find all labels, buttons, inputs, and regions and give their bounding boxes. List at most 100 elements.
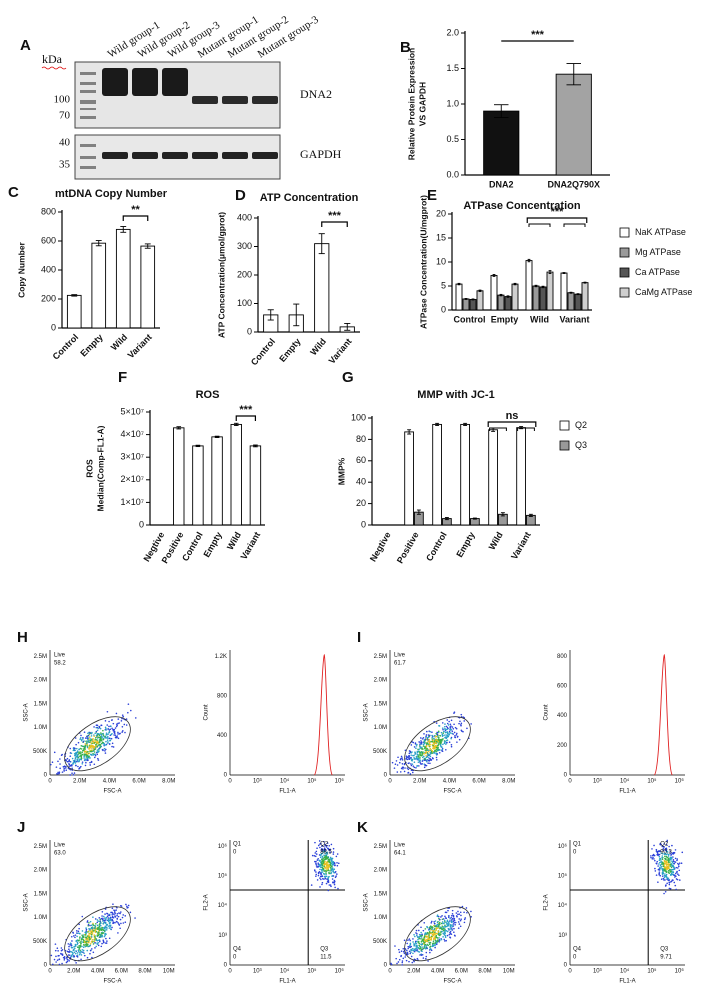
event-dot [71,757,74,760]
sub-bracket [489,427,507,431]
event-dot [418,759,420,761]
event-dot [418,944,420,947]
event-dot [88,747,90,749]
event-dot [401,964,404,966]
event-dot [410,955,413,958]
event-dot [332,847,335,850]
event-dot [75,751,78,754]
event-dot [409,952,412,955]
event-dot [74,758,77,760]
event-dot [115,909,117,911]
event-dot [433,921,435,923]
x-tick-label: 10⁵ [647,968,657,975]
event-dot [448,933,451,936]
event-dot [650,855,652,857]
event-dot [433,928,436,930]
event-dot [423,945,426,947]
event-dot [91,956,93,959]
gate-label: Live [54,653,66,659]
event-dot [426,736,429,739]
event-dot [423,733,425,735]
event-dot [667,857,670,860]
event-dot [96,924,99,927]
x-tick-label: 0 [228,779,232,785]
event-dot [317,858,319,860]
event-dot [669,863,672,865]
event-dot [404,956,407,958]
marker-label: 35 [59,159,71,171]
event-dot [327,865,330,867]
event-dot [430,922,433,924]
event-dot [49,763,52,766]
event-dot [439,740,442,743]
event-dot [83,751,86,753]
event-dot [84,934,87,936]
event-dot [67,943,70,945]
event-dot [405,758,407,760]
event-dot [661,856,663,859]
event-dot [81,951,83,953]
event-dot [423,936,426,939]
event-dot [432,739,434,742]
event-dot [439,739,441,741]
event-dot [63,957,66,960]
x-tick-label: 8.0M [162,779,175,785]
event-dot [437,931,440,933]
event-dot [671,844,673,847]
event-dot [55,955,57,958]
y-tick-label: 2.0M [34,868,47,874]
event-dot [329,851,332,854]
event-dot [669,865,672,867]
bar [455,283,463,311]
event-dot [82,939,85,941]
event-dot [425,751,428,754]
event-dot [98,726,101,729]
event-dot [454,736,456,738]
y-tick-label: 2.0M [34,678,47,684]
event-dot [440,731,443,734]
event-dot [438,751,441,754]
event-dot [427,939,430,942]
event-dot [443,922,445,924]
event-dot [121,725,124,728]
event-dot [401,759,404,761]
event-dot [319,886,321,888]
event-dot [51,761,54,764]
event-dot [431,927,434,929]
event-dot [452,923,455,925]
event-dot [656,852,659,854]
event-dot [437,730,440,733]
event-dot [416,756,418,759]
y-tick-label: 0 [441,304,446,314]
event-dot [318,840,321,842]
event-dot [95,939,97,941]
event-dot [98,926,101,928]
event-dot [442,732,445,734]
x-tick-label: 0 [388,969,392,975]
legend-label: Ca ATPase [635,267,680,277]
event-dot [420,943,423,946]
event-dot [98,743,101,746]
event-dot [331,867,334,869]
event-dot [332,881,334,883]
event-dot [394,945,396,947]
event-dot [429,747,432,750]
event-dot [329,870,331,872]
error-bar [534,284,538,288]
event-dot [667,877,670,880]
y-tick-label: 2.5M [34,844,47,850]
event-dot [422,957,425,959]
y-tick-label: 10⁵ [558,873,568,880]
event-dot [97,751,99,753]
event-dot [430,938,432,941]
event-dot [111,913,114,916]
y-tick-label: 400 [41,264,56,274]
event-dot [87,923,90,926]
event-dot [99,918,102,921]
event-dot [325,875,328,878]
event-dot [76,932,78,934]
event-dot [444,917,447,919]
event-dot [81,938,84,940]
event-dot [81,941,83,943]
event-dot [669,850,671,852]
